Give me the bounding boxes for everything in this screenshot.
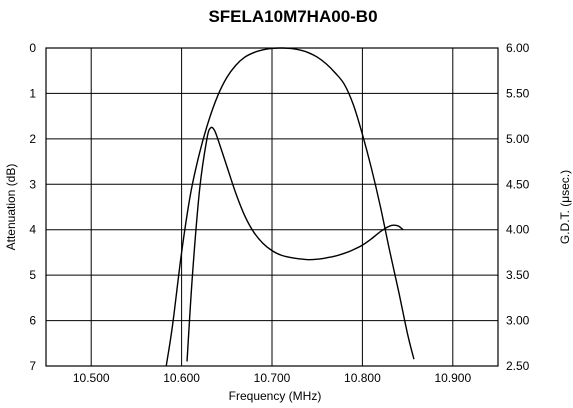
plot-frame <box>45 47 499 367</box>
x-axis-ticks: 10.500 10.600 10.700 10.800 10.900 <box>73 371 472 385</box>
y2-tick-label: 4.00 <box>506 223 530 237</box>
y-tick-label: 6 <box>29 314 36 328</box>
y-tick-label: 4 <box>29 223 36 237</box>
attenuation-curve <box>165 47 415 367</box>
x-axis-title: Frequency (MHz) <box>229 389 322 403</box>
y2-tick-label: 3.50 <box>506 268 530 282</box>
y-axis-title: Attenuation (dB) <box>4 164 18 251</box>
series-layer <box>165 47 415 367</box>
y2-tick-label: 6.00 <box>506 41 530 55</box>
y2-tick-label: 5.50 <box>506 86 530 100</box>
y-tick-label: 3 <box>29 177 36 191</box>
y2-tick-label: 2.50 <box>506 359 530 373</box>
y2-tick-label: 4.50 <box>506 177 530 191</box>
gdt-curve <box>186 126 404 362</box>
x-tick-label: 10.800 <box>344 371 381 385</box>
x-tick-label: 10.700 <box>254 371 291 385</box>
y2-axis-title: G.D.T. (μsec.) <box>558 170 572 244</box>
y-tick-label: 2 <box>29 132 36 146</box>
y-axis-ticks: 0 1 2 3 4 5 6 7 <box>29 41 36 373</box>
x-tick-label: 10.600 <box>163 371 200 385</box>
grid-layer <box>46 47 498 367</box>
y2-tick-label: 3.00 <box>506 314 530 328</box>
y2-tick-label: 5.00 <box>506 132 530 146</box>
y2-axis-ticks: 6.00 5.50 5.00 4.50 4.00 3.50 3.00 2.50 <box>506 41 530 373</box>
y-tick-label: 5 <box>29 268 36 282</box>
y-tick-label: 0 <box>29 41 36 55</box>
x-tick-label: 10.900 <box>434 371 471 385</box>
chart-title: SFELA10M7HA00-B0 <box>208 7 377 26</box>
y-tick-label: 7 <box>29 359 36 373</box>
y-tick-label: 1 <box>29 86 36 100</box>
x-tick-label: 10.500 <box>73 371 110 385</box>
